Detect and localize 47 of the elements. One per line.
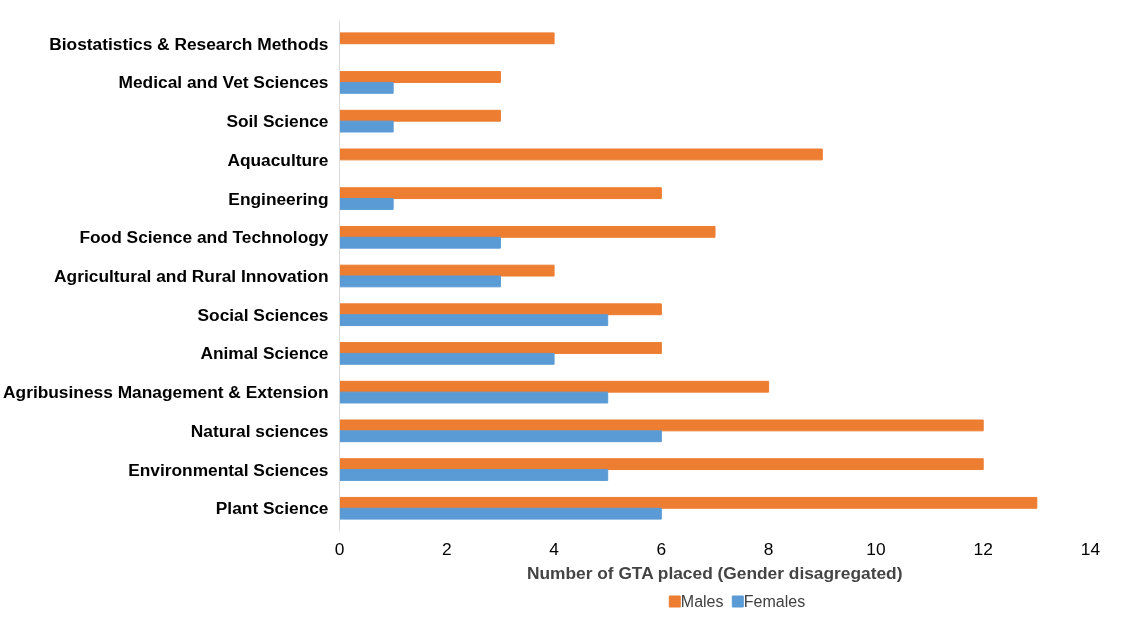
y-tick-label: Social Sciences [197,304,329,325]
x-tick-label: 12 [973,538,993,559]
bar [339,275,501,288]
x-tick-label: 4 [549,538,560,559]
bar [339,32,555,45]
bar [339,458,984,471]
bar [339,236,501,249]
y-tick-label: Biostatistics & Research Methods [49,33,329,54]
y-tick-label: Agricultural and Rural Innovation [54,266,329,286]
bar [339,352,555,365]
bar [339,148,823,161]
bar [339,342,662,354]
x-tick-label: 8 [763,538,774,559]
bar [339,507,662,520]
bar [339,198,394,210]
y-tick-label: Animal Science [200,343,329,364]
bar [339,496,1038,509]
y-tick-label: Soil Science [226,111,329,132]
y-tick-label: Medical and Vet Sciences [118,72,329,93]
y-tick-label: Plant Science [215,498,329,519]
bar [339,380,770,393]
x-tick-label: 6 [656,538,667,559]
y-tick-label: Agribusiness Management & Extension [3,382,329,403]
bar [339,71,501,83]
bar [339,109,501,122]
y-tick-label: Environmental Sciences [128,459,329,480]
x-tick-label: 0 [334,538,345,559]
bar [339,430,662,443]
x-tick-label: 10 [866,538,886,559]
bar [339,469,609,481]
legend-label: Males [680,593,724,610]
bar [339,314,609,327]
x-tick-label: 14 [1080,538,1101,559]
x-tick-label: 2 [441,538,452,559]
bar [339,303,662,316]
bar [339,225,716,238]
bar [339,391,609,404]
y-tick-label: Food Science and Technology [79,227,329,248]
bar [339,187,662,200]
y-tick-label: Natural sciences [190,420,329,441]
x-axis-title: Number of GTA placed (Gender disagregated) [526,562,903,583]
legend-label: Females [743,593,806,610]
y-tick-label: Engineering [228,188,329,209]
bar [339,419,984,432]
y-tick-label: Aquaculture [227,149,329,170]
bar [339,120,394,133]
bar [339,81,394,94]
